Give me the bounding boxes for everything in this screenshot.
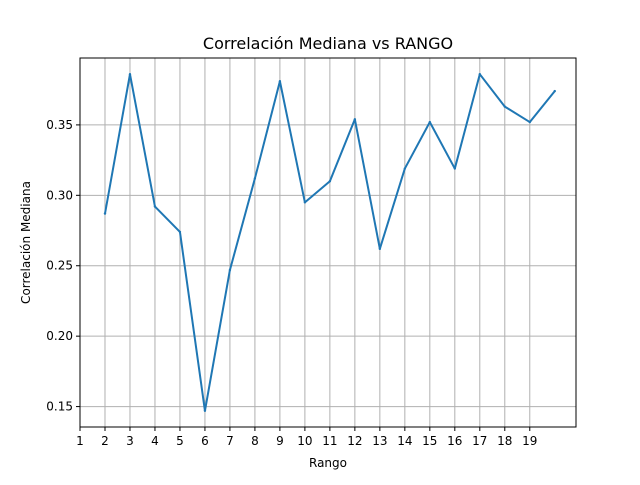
x-tick-label: 19 — [522, 434, 537, 448]
data-point — [328, 180, 332, 183]
x-tick-label: 5 — [176, 434, 184, 448]
x-axis-label: Rango — [309, 456, 347, 470]
x-tick-label: 7 — [226, 434, 234, 448]
data-point — [178, 230, 182, 234]
data-point — [103, 212, 107, 215]
x-tick-label: 14 — [397, 434, 412, 448]
x-tick-label: 3 — [126, 434, 134, 448]
data-point — [153, 205, 157, 208]
y-axis-ticks: 0.15 0.20 0.25 0.30 0.35 — [46, 118, 80, 414]
x-tick-label: 13 — [372, 434, 387, 448]
x-axis-ticks: 1 2 3 4 5 6 7 8 9 10 11 12 13 14 15 16 17 18 19 — [76, 427, 537, 448]
x-tick-label: 4 — [151, 434, 159, 448]
data-point — [353, 118, 357, 121]
data-point — [203, 409, 207, 413]
x-tick-label: 6 — [201, 434, 209, 448]
x-tick-label: 10 — [297, 434, 312, 448]
data-point — [253, 177, 257, 180]
x-tick-label: 12 — [347, 434, 362, 448]
x-tick-label: 18 — [497, 434, 512, 448]
x-tick-label: 1 — [76, 434, 84, 448]
data-point — [228, 268, 232, 272]
data-point — [128, 72, 132, 76]
y-tick-label: 0.15 — [46, 400, 73, 414]
y-axis-label: Correlación Mediana — [19, 181, 33, 304]
data-point — [453, 167, 457, 170]
data-point — [428, 120, 432, 124]
x-tick-label: 17 — [472, 434, 487, 448]
x-tick-label: 15 — [422, 434, 437, 448]
y-tick-label: 0.20 — [46, 329, 73, 343]
data-point — [553, 89, 556, 93]
data-point — [378, 247, 382, 251]
data-point — [403, 167, 407, 170]
y-tick-label: 0.35 — [46, 118, 73, 132]
plot-frame — [79, 57, 577, 428]
data-point — [528, 120, 531, 124]
data-point — [503, 105, 506, 108]
x-tick-label: 16 — [447, 434, 462, 448]
data-point — [478, 72, 481, 76]
y-tick-label: 0.30 — [46, 188, 73, 202]
data-point — [278, 80, 282, 83]
x-tick-label: 9 — [276, 434, 284, 448]
chart-title: Correlación Mediana vs RANGO — [203, 34, 453, 53]
y-tick-label: 0.25 — [46, 259, 73, 273]
x-tick-label: 8 — [251, 434, 259, 448]
series-layer — [103, 72, 556, 413]
x-tick-label: 2 — [101, 434, 109, 448]
data-point — [303, 201, 307, 204]
x-tick-label: 11 — [322, 434, 337, 448]
